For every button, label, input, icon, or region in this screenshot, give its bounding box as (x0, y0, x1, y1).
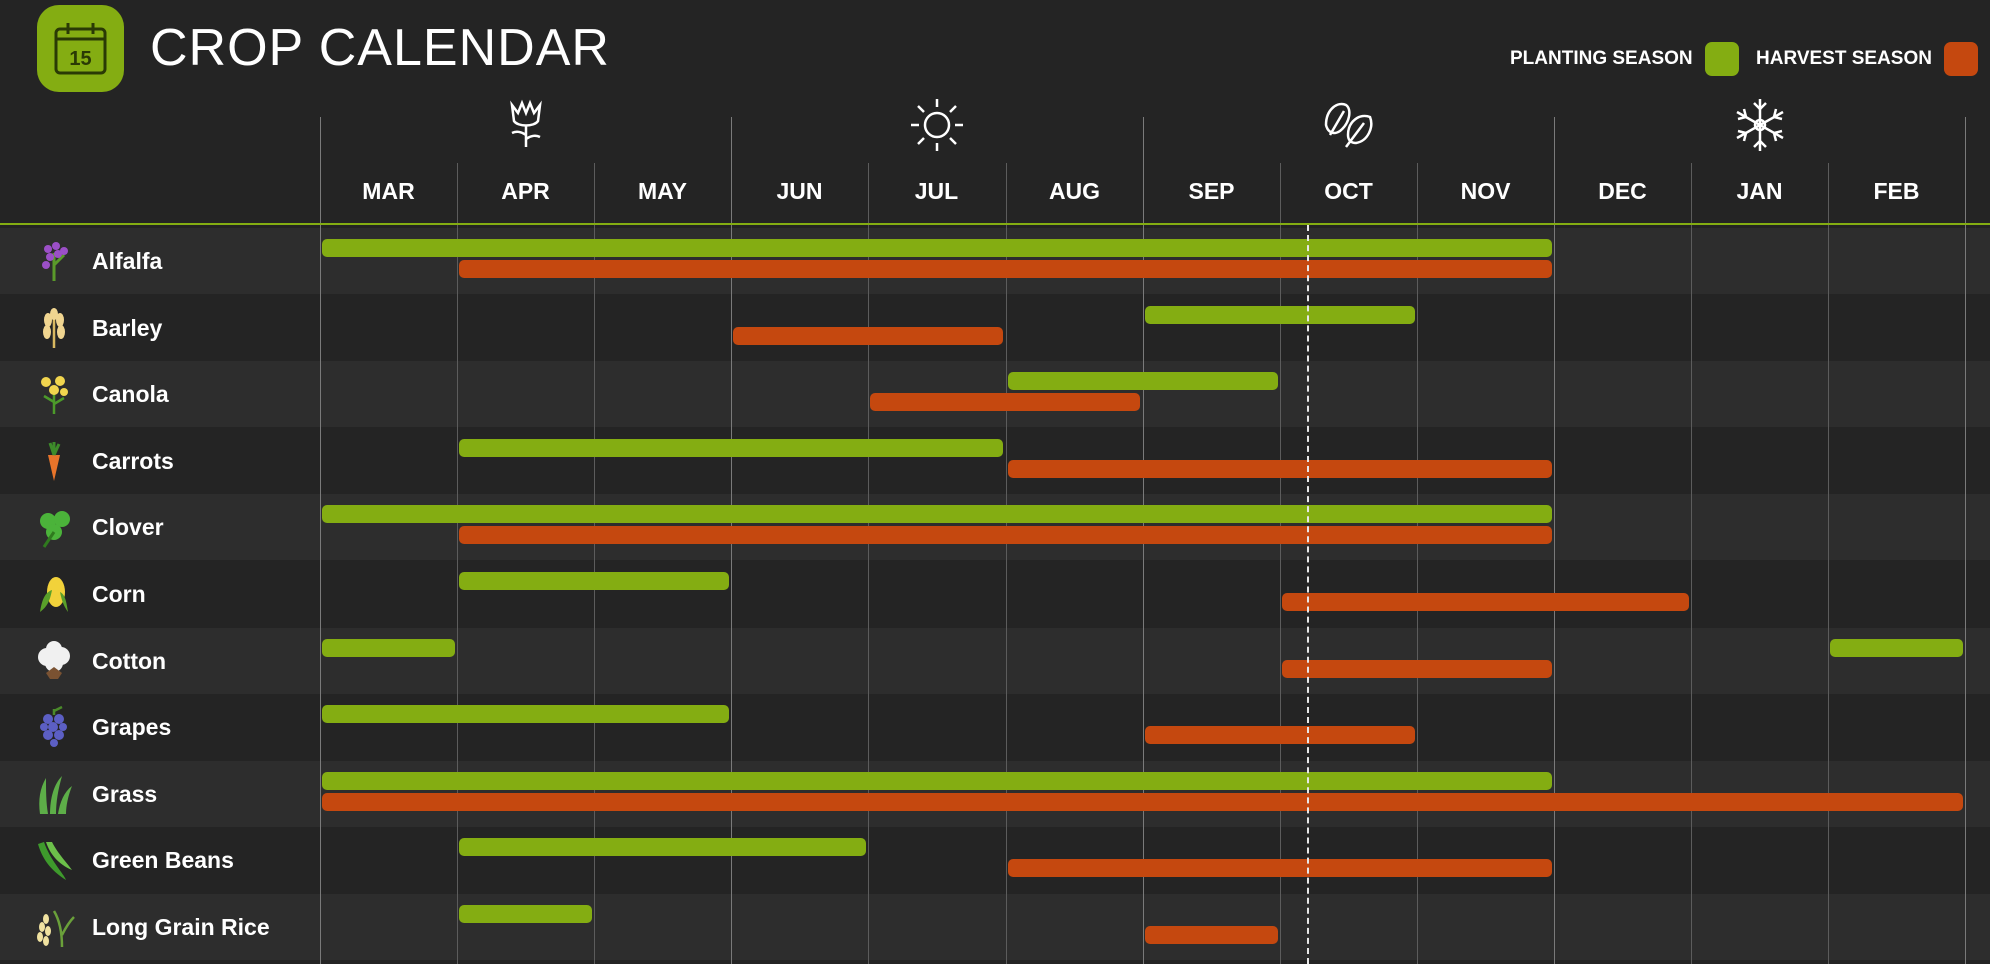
month-label-jun: JUN (776, 178, 823, 204)
table-row (0, 894, 1990, 960)
planting-bar (322, 239, 1552, 257)
harvest-bar (1008, 859, 1552, 877)
corn-icon (40, 577, 68, 612)
month-label-jul: JUL (914, 178, 959, 204)
planting-bar (459, 905, 592, 923)
month-divider (594, 163, 595, 964)
month-divider (868, 163, 869, 964)
harvest-bar (1145, 726, 1415, 744)
header-divider (0, 223, 1990, 225)
crop-name: Carrots (92, 448, 174, 474)
table-row (0, 627, 1990, 694)
planting-bar (459, 439, 1003, 457)
month-label-jan: JAN (1736, 178, 1783, 204)
planting-bar (1145, 306, 1415, 324)
month-divider (1280, 163, 1281, 964)
month-label-dec: DEC (1598, 178, 1647, 204)
tulip-icon (510, 99, 542, 147)
crop-name: Canola (92, 381, 169, 407)
planting-bar (322, 505, 1552, 523)
rice-icon (37, 910, 75, 948)
crop-name: Green Beans (92, 847, 234, 873)
month-label-may: MAY (638, 178, 687, 204)
grass-icon (39, 776, 72, 814)
month-label-apr: APR (501, 178, 550, 204)
month-divider (1691, 163, 1692, 964)
month-label-sep: SEP (1188, 178, 1235, 204)
month-divider (457, 163, 458, 964)
month-label-oct: OCT (1324, 178, 1373, 204)
planting-bar (459, 838, 866, 856)
page-title: CROP CALENDAR (150, 19, 610, 77)
legend-planting: PLANTING SEASON (1510, 42, 1739, 76)
legend-planting-swatch (1704, 42, 1739, 76)
harvest-bar (1145, 926, 1278, 944)
harvest-bar (1282, 660, 1552, 678)
planting-bar (322, 639, 455, 657)
sun-icon (911, 99, 963, 151)
calendar-day: 15 (69, 48, 91, 70)
month-label-aug: AUG (1048, 178, 1101, 204)
snowflake-icon (1736, 99, 1784, 151)
month-label-feb: FEB (1873, 178, 1920, 204)
crop-name: Long Grain Rice (92, 914, 270, 940)
calendar-icon: 15 (37, 5, 124, 92)
harvest-bar (1008, 460, 1552, 478)
season-divider (1554, 117, 1555, 964)
today-marker (1307, 225, 1309, 964)
crop-name: Barley (92, 315, 163, 341)
month-label-mar: MAR (362, 178, 415, 204)
green-beans-icon (38, 842, 72, 880)
legend-harvest: HARVEST SEASON (1756, 42, 1978, 76)
clover-icon (40, 511, 70, 548)
season-divider (1965, 117, 1966, 964)
legend-harvest-label: HARVEST SEASON (1756, 48, 1932, 69)
season-divider (320, 117, 321, 964)
planting-bar (322, 705, 729, 723)
harvest-bar (322, 793, 1963, 811)
legend-planting-label: PLANTING SEASON (1510, 48, 1693, 69)
crop-name: Corn (92, 581, 146, 607)
month-label-nov: NOV (1460, 178, 1511, 204)
canola-icon (41, 376, 68, 414)
legend-harvest-swatch (1943, 42, 1978, 76)
carrot-icon (48, 442, 61, 481)
planting-bar (1830, 639, 1963, 657)
barley-icon (43, 308, 65, 348)
crop-name: Alfalfa (92, 248, 163, 274)
planting-bar (459, 572, 729, 590)
harvest-bar (459, 526, 1552, 544)
crop-name: Cotton (92, 648, 167, 674)
harvest-bar (1282, 593, 1689, 611)
harvest-bar (459, 260, 1552, 278)
alfalfa-icon (42, 242, 68, 281)
month-divider (1828, 163, 1829, 964)
crop-name: Grapes (92, 714, 172, 740)
month-divider (1417, 163, 1418, 964)
header: 15 CROP CALENDAR PLANTING SEASON HARVEST… (0, 0, 1990, 100)
harvest-bar (870, 393, 1140, 411)
grapes-icon (40, 705, 67, 747)
leaves-icon (1324, 102, 1373, 148)
crop-name: Grass (92, 781, 158, 807)
cotton-icon (38, 641, 70, 679)
month-divider (1006, 163, 1007, 964)
crop-name: Clover (92, 514, 164, 540)
harvest-bar (733, 327, 1003, 345)
planting-bar (322, 772, 1552, 790)
planting-bar (1008, 372, 1278, 390)
